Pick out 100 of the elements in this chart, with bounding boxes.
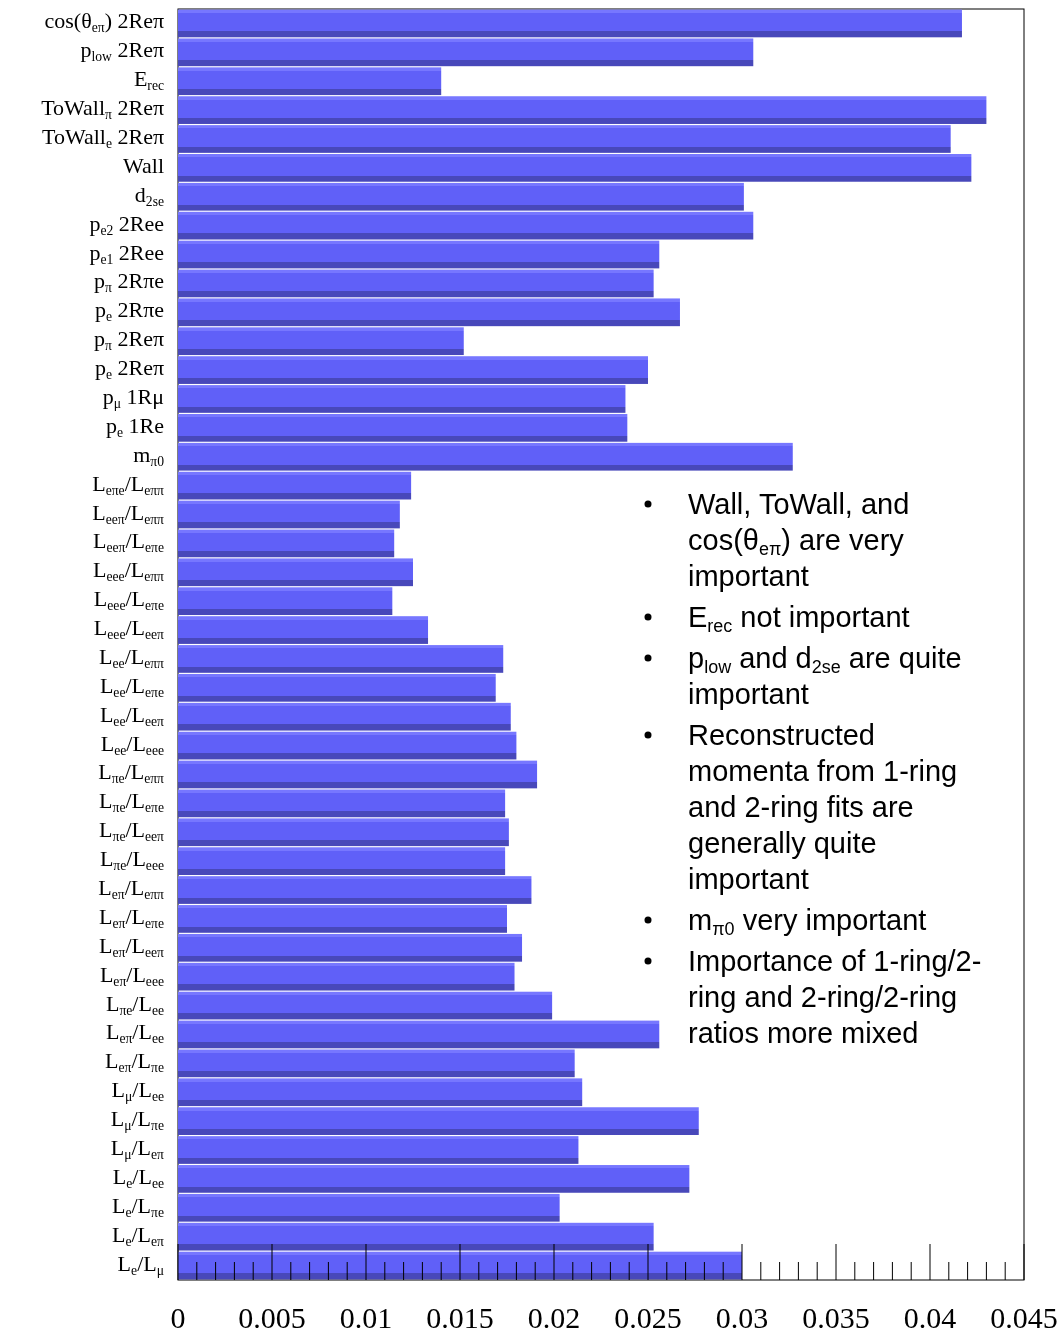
bar bbox=[178, 933, 523, 962]
bar bbox=[178, 1078, 583, 1107]
bar bbox=[178, 67, 442, 96]
x-tick-label: 0.035 bbox=[802, 1301, 870, 1334]
y-tick-label: ToWall$_{π}$ 2Reπ bbox=[41, 95, 164, 123]
bar bbox=[178, 731, 517, 760]
bar bbox=[178, 1049, 575, 1078]
y-tick-label: L$_{eeπ}$/L$_{eπe}$ bbox=[93, 528, 164, 556]
bar bbox=[178, 154, 972, 182]
y-tick-label: L$_{e}$/L$_{ee}$ bbox=[112, 1163, 164, 1192]
bar bbox=[178, 645, 504, 673]
y-tick-label: L$_{e}$/L$_{μ}$ bbox=[117, 1250, 164, 1278]
bar bbox=[178, 500, 400, 529]
y-tick-label: p$_{e2}$ 2Ree bbox=[89, 210, 164, 238]
x-tick-label: 0.005 bbox=[238, 1301, 306, 1334]
bar bbox=[178, 616, 429, 644]
y-tick-label: L$_{μ}$/L$_{ee}$ bbox=[111, 1077, 164, 1105]
y-tick-label: L$_{ee}$/L$_{eπe}$ bbox=[99, 672, 164, 701]
bar bbox=[178, 125, 951, 153]
y-tick-label: L$_{ee}$/L$_{eee}$ bbox=[100, 730, 164, 758]
annotation: Importance of 1-ring/2-ring and 2-ring/2-ring ratios more mixed bbox=[688, 945, 982, 1049]
bar bbox=[178, 702, 511, 731]
y-tick-label: p$_{e}$ 2Rπe bbox=[94, 297, 164, 325]
x-tick-label: 0.01 bbox=[339, 1301, 393, 1334]
y-tick-label: p$_{μ}$ 1Rμ bbox=[102, 383, 164, 412]
bar bbox=[178, 1020, 660, 1049]
y-tick-label: L$_{eπe}$/L$_{eππ}$ bbox=[92, 470, 165, 498]
bar bbox=[178, 1222, 654, 1251]
y-tick-label: E$_{rec}$ bbox=[133, 66, 164, 94]
annotation: m$_{π0}$ very important bbox=[688, 904, 927, 940]
y-tick-label: L$_{πe}$/L$_{eπe}$ bbox=[99, 788, 164, 816]
y-tick-label: p$_{e1}$ 2Ree bbox=[89, 239, 164, 267]
y-tick-label: p$_{e}$ 1Re bbox=[105, 412, 164, 441]
y-tick-label: L$_{πe}$/L$_{eeπ}$ bbox=[99, 817, 165, 845]
bar bbox=[178, 962, 515, 991]
bar bbox=[178, 211, 754, 240]
y-tick-label: L$_{ee}$/L$_{eeπ}$ bbox=[99, 701, 165, 729]
bar bbox=[178, 269, 654, 298]
bar bbox=[178, 1136, 579, 1164]
bar bbox=[178, 587, 393, 616]
y-tick-label: L$_{eeπ}$/L$_{eππ}$ bbox=[92, 499, 165, 527]
y-tick-label: L$_{e}$/L$_{πe}$ bbox=[111, 1192, 164, 1220]
bar bbox=[178, 1193, 560, 1222]
y-tick-label: p$_{π}$ 2Reπ bbox=[94, 326, 164, 354]
y-tick-label: L$_{eπ}$/L$_{eee}$ bbox=[99, 961, 164, 989]
bar bbox=[178, 905, 507, 933]
bar bbox=[178, 240, 660, 269]
x-tick-label: 0.025 bbox=[614, 1301, 682, 1334]
y-tick-label: L$_{eπ}$/L$_{πe}$ bbox=[105, 1048, 164, 1076]
x-tick-label: 0.02 bbox=[527, 1301, 581, 1334]
x-tick-label: 0.015 bbox=[426, 1301, 494, 1334]
y-tick-label: L$_{eee}$/L$_{eππ}$ bbox=[93, 557, 165, 585]
y-tick-label: L$_{eee}$/L$_{eeπ}$ bbox=[93, 615, 165, 643]
y-tick-label: L$_{μ}$/L$_{πe}$ bbox=[110, 1106, 164, 1134]
y-tick-label: L$_{μ}$/L$_{eπ}$ bbox=[110, 1135, 165, 1163]
y-tick-label: L$_{eπ}$/L$_{eππ}$ bbox=[98, 875, 165, 903]
bar bbox=[178, 789, 506, 818]
x-tick-label: 0.03 bbox=[715, 1301, 769, 1334]
bar bbox=[178, 529, 395, 558]
bar bbox=[178, 760, 538, 789]
annotation: E$_{rec}$ not important bbox=[688, 601, 910, 637]
bar bbox=[178, 818, 509, 847]
bar bbox=[178, 442, 793, 471]
bar bbox=[178, 38, 754, 67]
text: p$_{low}$ and d$_{2se}$ are quite important bbox=[688, 642, 962, 710]
bar bbox=[178, 673, 496, 702]
y-tick-label: L$_{πe}$/L$_{eππ}$ bbox=[98, 759, 165, 787]
x-tick-label: 0.04 bbox=[903, 1301, 957, 1334]
y-tick-label: ToWall$_{e}$ 2Reπ bbox=[41, 123, 164, 152]
bar bbox=[178, 471, 412, 500]
bar bbox=[178, 1107, 699, 1135]
bar bbox=[178, 385, 626, 413]
y-tick-label: L$_{e}$/L$_{eπ}$ bbox=[111, 1221, 165, 1249]
bar bbox=[178, 9, 962, 38]
bar bbox=[178, 847, 506, 876]
bar bbox=[178, 1165, 690, 1193]
x-tick-label: 0 bbox=[170, 1301, 186, 1334]
bar bbox=[178, 327, 464, 356]
y-tick-label: L$_{eπ}$/L$_{ee}$ bbox=[105, 1019, 164, 1047]
y-tick-label: p$_{π}$ 2Rπe bbox=[94, 268, 164, 296]
y-tick-label: Wall bbox=[123, 152, 164, 178]
y-tick-label: L$_{eπ}$/L$_{eπe}$ bbox=[99, 903, 164, 932]
y-tick-label: p$_{low}$ 2Reπ bbox=[80, 37, 164, 65]
y-tick-label: L$_{ee}$/L$_{eππ}$ bbox=[99, 643, 165, 672]
bar bbox=[178, 876, 532, 904]
y-tick-label: cos(θ$_{eπ}$) 2Reπ bbox=[44, 8, 164, 36]
bar bbox=[178, 96, 987, 124]
bar bbox=[178, 558, 413, 587]
x-tick-label: 0.045 bbox=[990, 1301, 1058, 1334]
bar bbox=[178, 1251, 742, 1280]
y-tick-label: L$_{eπ}$/L$_{eeπ}$ bbox=[99, 932, 165, 960]
y-tick-label: d$_{2se}$ bbox=[134, 181, 164, 209]
bar bbox=[178, 991, 553, 1020]
y-tick-label: L$_{πe}$/L$_{eee}$ bbox=[99, 846, 164, 874]
bar bbox=[178, 356, 648, 384]
y-tick-label: L$_{eee}$/L$_{eπe}$ bbox=[93, 586, 164, 614]
y-tick-label: m$_{π0}$ bbox=[133, 441, 165, 469]
y-tick-label: p$_{e}$ 2Reπ bbox=[94, 355, 164, 383]
bar bbox=[178, 182, 744, 211]
y-tick-label: L$_{πe}$/L$_{ee}$ bbox=[105, 990, 164, 1018]
